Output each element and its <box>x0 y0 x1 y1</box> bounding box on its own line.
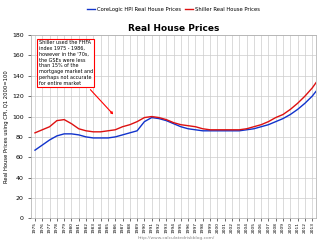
Legend: CoreLogic HPI Real House Prices, Shiller Real House Prices: CoreLogic HPI Real House Prices, Shiller… <box>85 5 262 14</box>
CoreLogic HPI Real House Prices <box>33 149 37 151</box>
Line: CoreLogic HPI Real House Prices: CoreLogic HPI Real House Prices <box>35 49 320 150</box>
Title: Real House Prices: Real House Prices <box>128 24 219 33</box>
Shiller Real House Prices <box>128 123 132 126</box>
Shiller Real House Prices <box>33 131 37 134</box>
Y-axis label: Real House Prices using CPI, Q1 2000=100: Real House Prices using CPI, Q1 2000=100 <box>4 70 9 183</box>
Shiller Real House Prices <box>135 120 139 123</box>
Text: http://www.calculatedriskblog.com/: http://www.calculatedriskblog.com/ <box>137 235 215 240</box>
CoreLogic HPI Real House Prices <box>135 129 139 132</box>
Shiller Real House Prices <box>310 87 314 90</box>
Line: Shiller Real House Prices: Shiller Real House Prices <box>35 53 320 133</box>
CoreLogic HPI Real House Prices <box>128 131 132 134</box>
Text: Shiller used the FHFA
index 1975 - 1986,
however in the '70s,
the GSEs were less: Shiller used the FHFA index 1975 - 1986,… <box>39 40 113 113</box>
CoreLogic HPI Real House Prices <box>310 95 314 98</box>
